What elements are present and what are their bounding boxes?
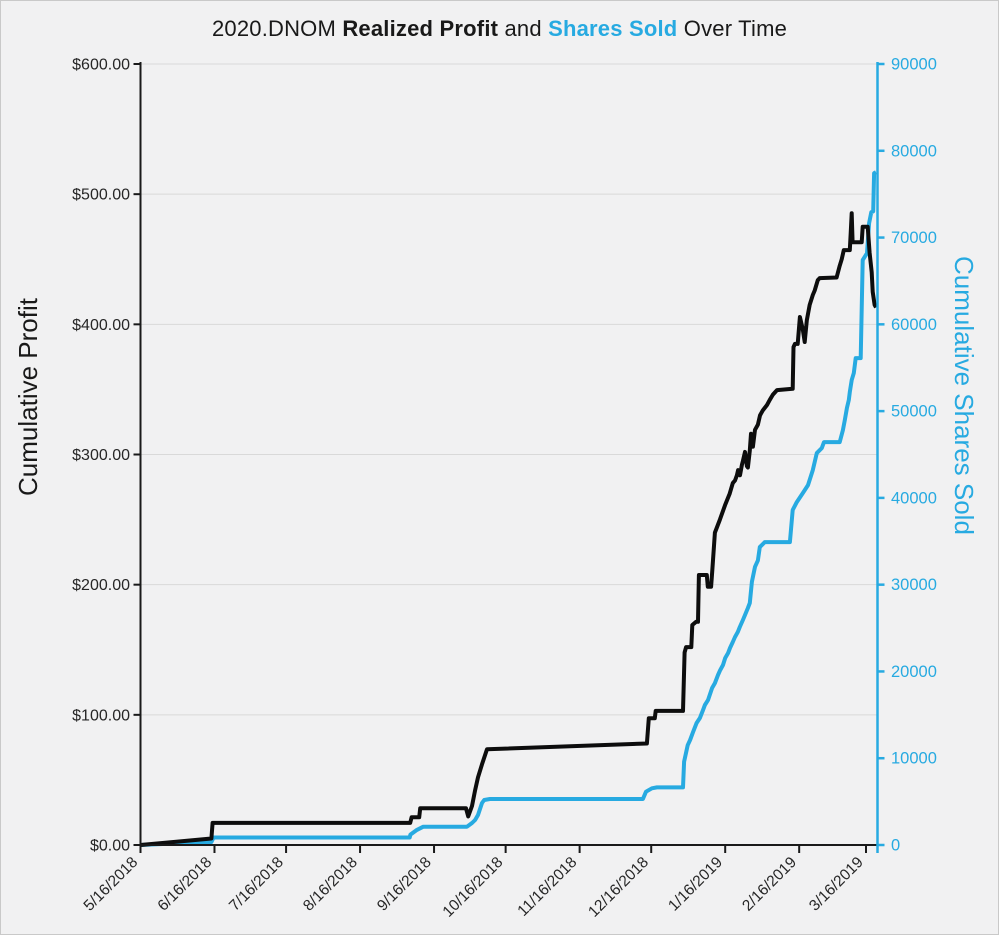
right-axis-tick-label: 10000	[891, 750, 937, 768]
x-axis-tick-label: 5/16/2018	[81, 854, 142, 915]
right-axis-tick-label: 80000	[891, 142, 937, 160]
x-axis-tick-label: 11/16/2018	[514, 854, 580, 920]
chart-title: 2020.DNOM Realized Profit and Shares Sol…	[0, 16, 999, 42]
x-axis-tick-label: 8/16/2018	[300, 854, 361, 915]
left-axis-tick-label: $300.00	[72, 447, 130, 464]
left-axis-tick-label: $0.00	[90, 838, 130, 855]
x-axis-tick-label: 10/16/2018	[440, 854, 507, 921]
x-axis-tick-label: 9/16/2018	[374, 854, 435, 915]
right-axis-tick-label: 0	[891, 837, 900, 855]
x-axis-tick-label: 12/16/2018	[585, 854, 652, 921]
right-axis-tick-label: 90000	[891, 56, 937, 74]
right-axis-tick-label: 40000	[891, 489, 937, 507]
x-axis-tick-label: 7/16/2018	[226, 854, 287, 915]
right-axis-title: Cumulative Shares Sold	[949, 256, 979, 535]
title-and: and	[498, 16, 549, 41]
right-axis-title-wrap: Cumulative Shares Sold	[948, 256, 984, 566]
shares-sold-line	[140, 170, 877, 847]
left-axis-tick-label: $600.00	[72, 57, 130, 74]
title-realized-profit: Realized Profit	[342, 16, 499, 41]
x-axis-tick-label: 1/16/2019	[665, 854, 726, 915]
title-prefix: 2020.DNOM	[211, 16, 343, 41]
x-axis-tick-label: 2/16/2019	[739, 854, 800, 915]
left-axis-tick-label: $200.00	[72, 577, 130, 594]
realized-profit-line	[140, 211, 878, 847]
x-axis-tick-label: 3/16/2019	[806, 854, 867, 915]
x-axis-tick-label: 6/16/2018	[155, 854, 216, 915]
right-axis-tick-label: 50000	[891, 403, 937, 421]
title-shares-sold: Shares Sold	[548, 16, 678, 41]
right-axis-tick-label: 30000	[891, 576, 937, 594]
left-axis-tick-label: $500.00	[72, 187, 130, 204]
left-axis-tick-label: $400.00	[72, 317, 130, 334]
title-suffix: Over Time	[677, 16, 788, 41]
left-axis-tick-label: $100.00	[72, 707, 130, 724]
right-axis-tick-label: 60000	[891, 316, 937, 334]
right-axis-tick-label: 20000	[891, 663, 937, 681]
right-axis-tick-label: 70000	[891, 229, 937, 247]
